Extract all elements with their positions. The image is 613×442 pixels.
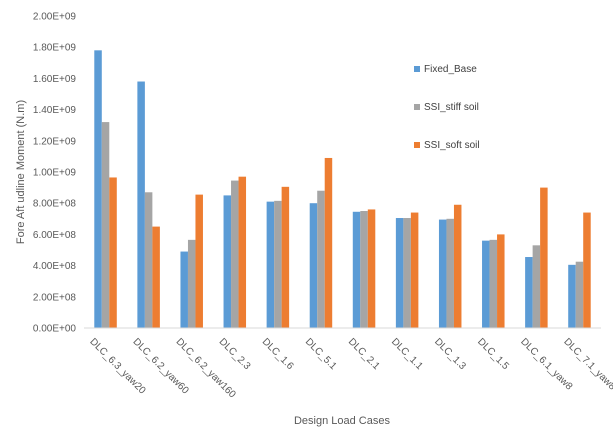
legend-label: Fixed_Base [424, 64, 477, 75]
bar-ssi-soft-soil [238, 176, 247, 328]
x-tick-label: DLC_1.3 [432, 336, 468, 372]
legend-swatch [414, 104, 420, 110]
bar-ssi-stiff-soil [446, 218, 454, 328]
bar-fixed-base [352, 211, 361, 328]
x-axis-title: Design Load Cases [294, 415, 391, 427]
bar-fixed-base [438, 219, 447, 328]
bar-fixed-base [525, 257, 533, 328]
x-tick-label: DLC_2.3 [217, 336, 253, 372]
bar-fixed-base [223, 195, 232, 328]
bar-series [94, 50, 591, 329]
legend-swatch [414, 142, 420, 148]
legend-swatch [414, 66, 420, 72]
bar-ssi-soft-soil [583, 212, 591, 328]
bar-fixed-base [395, 218, 404, 328]
bar-ssi-stiff-soil [317, 190, 325, 328]
bar-ssi-stiff-soil [231, 180, 239, 328]
y-tick-label: 2.00E+09 [33, 12, 77, 23]
y-tick-label: 2.00E+08 [33, 292, 77, 303]
x-tick-label: DLC_2.1 [346, 336, 382, 372]
y-tick-label: 0.00E+00 [33, 324, 77, 335]
y-tick-label: 1.20E+09 [33, 136, 77, 147]
bar-ssi-stiff-soil [144, 192, 153, 328]
y-tick-label: 1.60E+09 [33, 74, 77, 85]
y-tick-label: 4.00E+08 [33, 261, 77, 272]
bar-ssi-soft-soil [497, 234, 505, 328]
bar-ssi-soft-soil [324, 157, 333, 328]
y-tick-label: 1.80E+09 [33, 43, 77, 54]
bar-ssi-soft-soil [410, 212, 419, 328]
bar-ssi-soft-soil [540, 187, 548, 328]
legend: Fixed_Base SSI_stiff soil SSI_soft soil [414, 64, 480, 151]
bar-ssi-soft-soil [281, 186, 290, 328]
y-tick-label: 8.00E+08 [33, 199, 77, 210]
bar-fixed-base [180, 251, 188, 328]
bar-ssi-soft-soil [453, 204, 462, 328]
x-axis-ticks: DLC_6.3_yaw20DLC_6.2_yaw60DLC_6.2_yaw160… [87, 336, 613, 400]
bar-ssi-soft-soil [152, 226, 160, 328]
x-tick-label: DLC_1.6 [260, 336, 296, 372]
bar-ssi-stiff-soil [101, 122, 110, 328]
bar-fixed-base [482, 240, 490, 328]
x-tick-label: DLC_5.1 [303, 336, 339, 372]
bar-ssi-stiff-soil [360, 211, 368, 328]
bar-fixed-base [94, 50, 102, 328]
y-axis-title: Fore Aft udline Moment (N.m) [15, 100, 27, 244]
bar-ssi-soft-soil [195, 194, 203, 328]
bar-ssi-stiff-soil [489, 239, 498, 328]
x-tick-label: DLC_1.1 [389, 336, 425, 372]
y-tick-label: 1.40E+09 [33, 105, 77, 116]
x-tick-label: DLC_1.5 [475, 336, 511, 372]
legend-label: SSI_stiff soil [424, 102, 479, 113]
y-axis-ticks: 0.00E+00 2.00E+08 4.00E+08 6.00E+08 8.00E+08… [33, 12, 77, 335]
legend-label: SSI_soft soil [424, 140, 480, 151]
bar-ssi-stiff-soil [575, 261, 584, 328]
bar-fixed-base [266, 201, 275, 328]
bar-ssi-soft-soil [367, 209, 376, 328]
bar-fixed-base [309, 203, 318, 328]
y-tick-label: 1.00E+09 [33, 168, 77, 179]
bar-ssi-stiff-soil [532, 245, 541, 328]
bar-ssi-stiff-soil [187, 239, 196, 328]
y-tick-label: 6.00E+08 [33, 230, 77, 241]
bar-fixed-base [568, 264, 576, 328]
bar-ssi-soft-soil [109, 177, 117, 328]
bar-ssi-stiff-soil [403, 218, 411, 328]
bar-ssi-stiff-soil [274, 200, 282, 328]
bar-fixed-base [137, 81, 145, 329]
